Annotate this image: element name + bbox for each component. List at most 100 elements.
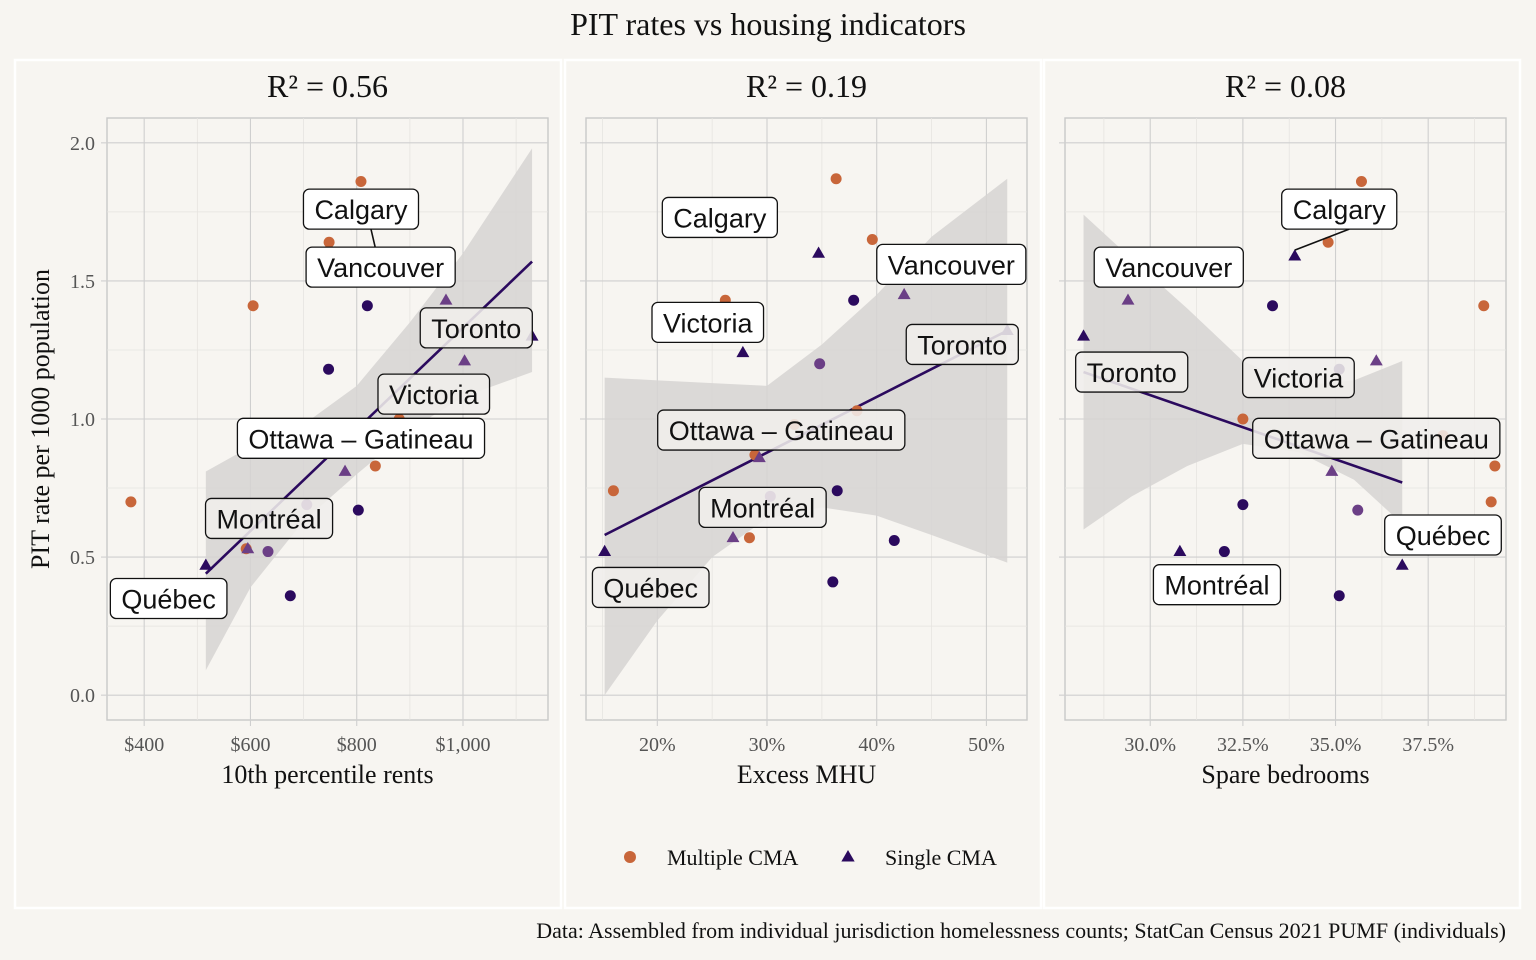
city-label-text: Vancouver bbox=[317, 253, 444, 283]
x-tick-label: $600 bbox=[230, 734, 270, 756]
x-axis-title: Spare bedrooms bbox=[1201, 760, 1369, 789]
city-label-box bbox=[1281, 188, 1398, 230]
city-label: Victoria bbox=[651, 301, 765, 343]
data-point-multiple-cma bbox=[1237, 413, 1249, 425]
data-point-single-cma bbox=[1173, 544, 1187, 556]
data-point-single-cma bbox=[736, 345, 750, 358]
city-label: Vancouver bbox=[1093, 246, 1244, 288]
city-label-box bbox=[651, 301, 765, 343]
data-point-single-cma bbox=[1218, 546, 1230, 558]
x-axis-title: Excess MHU bbox=[737, 760, 877, 789]
x-tick-label: 40% bbox=[858, 734, 895, 756]
city-label-box bbox=[876, 243, 1027, 286]
city-label-text: Québec bbox=[1396, 521, 1491, 551]
city-label: Toronto bbox=[1075, 351, 1189, 393]
city-label: Victoria bbox=[377, 373, 491, 415]
facet-title: R² = 0.56 bbox=[267, 68, 388, 104]
data-point-single-cma bbox=[888, 535, 900, 547]
city-label: Québec bbox=[109, 577, 228, 620]
city-label-box bbox=[661, 196, 779, 239]
data-point-single-cma bbox=[241, 541, 255, 554]
chart-title: PIT rates vs housing indicators bbox=[570, 6, 966, 42]
facet-panel-1: R² = 0.56 $400 $600 $800 $1,000 0.0 0.5 1.0 1.5 2… bbox=[13, 58, 563, 910]
data-point-multiple-cma bbox=[1485, 496, 1497, 508]
y-tick-label: 0.5 bbox=[70, 547, 95, 569]
city-label: Montréal bbox=[1152, 564, 1282, 606]
data-point-multiple-cma bbox=[1355, 176, 1367, 188]
data-point-single-cma bbox=[352, 504, 364, 516]
city-label: Vancouver bbox=[876, 243, 1027, 286]
city-label-text: Victoria bbox=[389, 380, 480, 410]
city-label-box bbox=[302, 188, 420, 230]
data-point-single-cma bbox=[812, 246, 826, 258]
y-tick-label: 0.0 bbox=[70, 685, 95, 707]
city-label: Ottawa – Gatineau bbox=[657, 409, 906, 451]
city-label-text: Ottawa – Gatineau bbox=[669, 416, 894, 446]
data-point-multiple-cma bbox=[830, 173, 842, 185]
city-label-text: Québec bbox=[603, 573, 698, 603]
data-point-single-cma bbox=[1121, 293, 1135, 305]
city-label-box bbox=[698, 486, 827, 529]
data-point-multiple-cma bbox=[1478, 300, 1490, 312]
label-leader-line bbox=[1294, 228, 1350, 251]
data-point-single-cma bbox=[1352, 504, 1364, 516]
data-point-single-cma bbox=[752, 450, 766, 463]
data-point-multiple-cma bbox=[355, 176, 367, 188]
facet-panel-3: R² = 0.08 30.0% 32.5% 35.0% 37.5% Spare bedro… bbox=[1042, 58, 1522, 910]
city-label-text: Toronto bbox=[431, 314, 521, 344]
city-label: Québec bbox=[591, 566, 710, 609]
x-tick-label: $1,000 bbox=[435, 734, 490, 756]
city-label-text: Vancouver bbox=[1105, 253, 1232, 283]
data-point-single-cma bbox=[848, 294, 860, 306]
data-point-single-cma bbox=[338, 464, 352, 476]
city-label: Toronto bbox=[905, 323, 1019, 366]
city-label-text: Montréal bbox=[1164, 571, 1269, 601]
city-label: Montréal bbox=[698, 486, 827, 529]
legend-key-single-cma bbox=[841, 850, 855, 862]
city-label-text: Montréal bbox=[217, 504, 322, 534]
city-label: Calgary bbox=[302, 188, 420, 251]
city-label-box bbox=[109, 577, 228, 620]
city-label-box bbox=[305, 246, 456, 288]
data-point-multiple-cma bbox=[323, 236, 335, 248]
city-label: Québec bbox=[1384, 514, 1502, 556]
city-label-text: Victoria bbox=[1254, 364, 1345, 394]
data-point-single-cma bbox=[1288, 249, 1302, 261]
data-point-single-cma bbox=[284, 590, 296, 602]
city-label-box bbox=[419, 307, 533, 349]
city-label-text: Calgary bbox=[673, 203, 767, 233]
facet-title: R² = 0.08 bbox=[1225, 68, 1346, 104]
city-label-box bbox=[236, 417, 486, 459]
data-point-single-cma bbox=[1237, 499, 1249, 511]
x-tick-label: 37.5% bbox=[1402, 734, 1454, 756]
data-point-single-cma bbox=[897, 287, 911, 300]
data-point-single-cma bbox=[323, 363, 335, 375]
data-point-single-cma bbox=[361, 300, 373, 312]
city-label: Ottawa – Gatineau bbox=[1252, 417, 1501, 459]
data-point-single-cma bbox=[439, 293, 453, 305]
data-point-single-cma bbox=[726, 530, 740, 543]
legend-label-multiple-cma: Multiple CMA bbox=[667, 845, 799, 870]
city-label-box bbox=[1075, 351, 1189, 393]
data-point-single-cma bbox=[1267, 300, 1279, 312]
data-point-single-cma bbox=[458, 354, 472, 366]
data-point-multiple-cma bbox=[1489, 460, 1501, 472]
data-point-multiple-cma bbox=[743, 532, 755, 544]
facet-panel-2: R² = 0.19 20% 30% 40% 50% Excess MHU Calgary Va… bbox=[563, 58, 1043, 910]
data-point-multiple-cma bbox=[607, 485, 619, 497]
y-axis-title: PIT rate per 1000 population bbox=[26, 269, 55, 569]
data-point-multiple-cma bbox=[1322, 236, 1334, 248]
city-label-text: Ottawa – Gatineau bbox=[1264, 424, 1489, 454]
y-tick-label: 1.0 bbox=[70, 409, 95, 431]
y-tick-label: 2.0 bbox=[70, 133, 95, 155]
city-label-text: Calgary bbox=[314, 195, 408, 225]
data-point-single-cma bbox=[1369, 354, 1383, 366]
city-label-box bbox=[1093, 246, 1244, 288]
x-axis-title: 10th percentile rents bbox=[221, 760, 433, 789]
city-label-text: Toronto bbox=[1087, 358, 1177, 388]
city-label: Toronto bbox=[419, 307, 533, 349]
data-point-single-cma bbox=[1325, 464, 1339, 476]
city-label-box bbox=[1152, 564, 1282, 606]
data-point-multiple-cma bbox=[866, 234, 878, 246]
